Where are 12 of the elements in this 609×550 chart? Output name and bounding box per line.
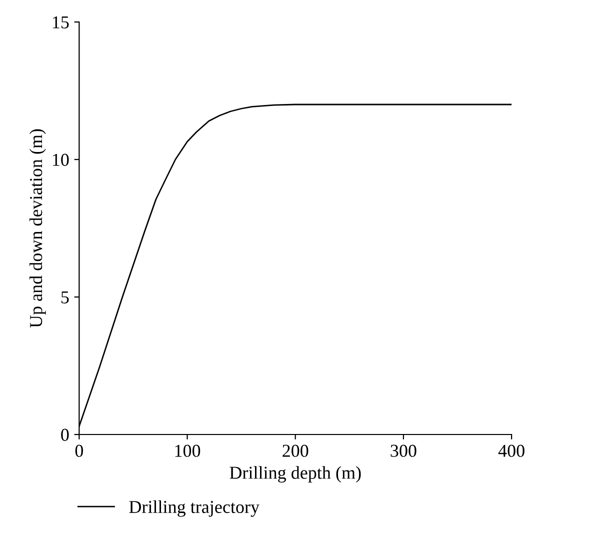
- legend-label: Drilling trajectory: [129, 500, 260, 517]
- y-tick-label: 10: [52, 154, 69, 166]
- x-tick-label: 100: [175, 444, 200, 457]
- x-tick-label: 200: [282, 444, 308, 457]
- x-tick-label: 300: [390, 444, 416, 457]
- x-tick-label: 0: [75, 444, 83, 457]
- y-axis-title: Up and down deviation (m): [29, 129, 46, 328]
- y-tick-label: 5: [61, 291, 69, 304]
- y-tick-label: 15: [52, 16, 69, 28]
- x-tick-label: 400: [498, 444, 524, 457]
- x-axis-title: Drilling depth (m): [230, 466, 361, 483]
- y-tick-label: 0: [61, 428, 69, 441]
